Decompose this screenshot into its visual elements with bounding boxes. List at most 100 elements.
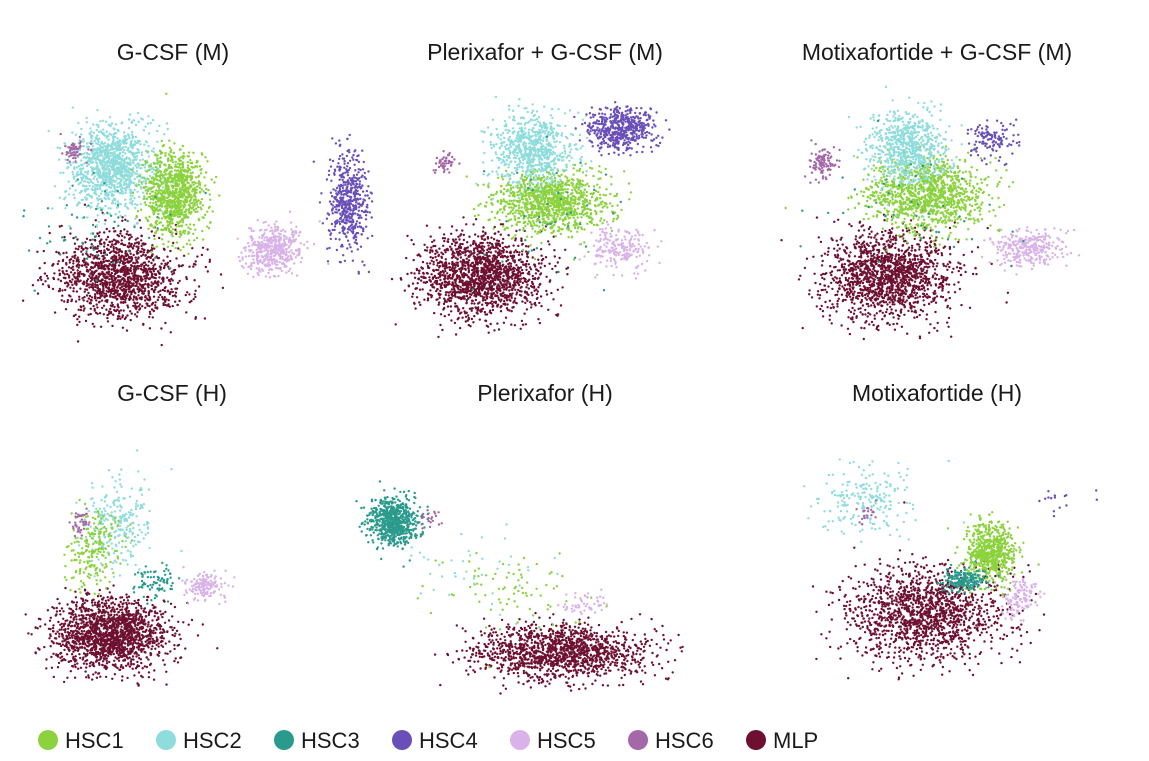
point <box>147 291 150 294</box>
point <box>98 242 102 245</box>
point <box>195 188 198 191</box>
umap-panel-1: G-CSF (M) <box>21 39 374 347</box>
point <box>161 224 165 227</box>
point <box>170 170 173 173</box>
point <box>125 267 129 270</box>
point <box>56 262 59 266</box>
point <box>93 279 97 282</box>
point <box>78 168 82 171</box>
point <box>145 302 148 305</box>
point <box>90 149 93 152</box>
point <box>192 232 195 235</box>
point <box>346 183 350 186</box>
point <box>56 146 59 149</box>
point <box>168 217 171 221</box>
point <box>171 222 174 225</box>
point <box>194 176 198 179</box>
point <box>355 183 359 186</box>
point <box>186 160 189 164</box>
point <box>92 172 95 175</box>
point <box>178 299 181 303</box>
point <box>181 144 185 148</box>
point <box>115 206 119 209</box>
point <box>181 211 184 214</box>
point <box>342 176 346 179</box>
point <box>209 198 212 201</box>
point <box>119 301 123 304</box>
point <box>80 178 84 182</box>
point <box>101 174 105 177</box>
point <box>83 295 86 299</box>
point <box>185 208 188 211</box>
point <box>76 256 80 259</box>
point <box>467 259 471 262</box>
point <box>97 194 101 198</box>
point <box>107 287 111 290</box>
point <box>174 176 177 179</box>
point <box>61 289 64 292</box>
point <box>82 282 86 285</box>
point <box>337 192 340 195</box>
point <box>118 279 121 282</box>
point <box>132 253 135 257</box>
point <box>166 245 170 249</box>
point <box>353 226 357 230</box>
point <box>156 298 159 302</box>
point <box>38 267 41 270</box>
point <box>141 247 144 250</box>
point <box>113 150 116 154</box>
point <box>142 191 145 194</box>
point <box>205 187 208 191</box>
point <box>106 147 109 151</box>
point <box>137 267 140 270</box>
point <box>268 276 272 279</box>
point <box>334 142 338 145</box>
point <box>157 290 160 294</box>
point <box>91 245 95 248</box>
point <box>70 213 74 216</box>
point <box>62 276 66 279</box>
point <box>159 201 162 204</box>
point <box>133 290 136 293</box>
point <box>128 256 131 260</box>
point <box>71 255 74 258</box>
point <box>67 165 70 169</box>
point <box>439 278 442 282</box>
point <box>330 195 334 198</box>
point <box>198 186 202 189</box>
point <box>177 225 181 228</box>
point <box>193 166 196 169</box>
point <box>202 216 205 219</box>
point <box>98 147 102 150</box>
point <box>181 162 184 166</box>
point <box>141 163 145 167</box>
point <box>365 189 369 193</box>
point <box>122 167 126 171</box>
point <box>95 161 99 165</box>
point <box>74 189 77 192</box>
point <box>112 313 115 316</box>
point <box>200 197 204 201</box>
point <box>405 256 408 260</box>
point <box>279 266 282 270</box>
point <box>292 252 296 256</box>
point <box>133 275 136 278</box>
point <box>86 172 89 175</box>
point <box>312 160 315 163</box>
point <box>192 265 195 268</box>
point <box>135 241 138 244</box>
point <box>170 270 173 273</box>
point <box>89 232 93 235</box>
point <box>151 302 154 305</box>
point <box>263 232 266 235</box>
point <box>160 238 164 241</box>
point <box>85 156 88 160</box>
point <box>161 276 165 279</box>
point <box>113 283 117 287</box>
point <box>330 209 334 212</box>
point <box>141 118 144 121</box>
point <box>347 191 350 194</box>
point <box>135 166 139 169</box>
point <box>124 258 127 261</box>
point <box>64 145 67 148</box>
